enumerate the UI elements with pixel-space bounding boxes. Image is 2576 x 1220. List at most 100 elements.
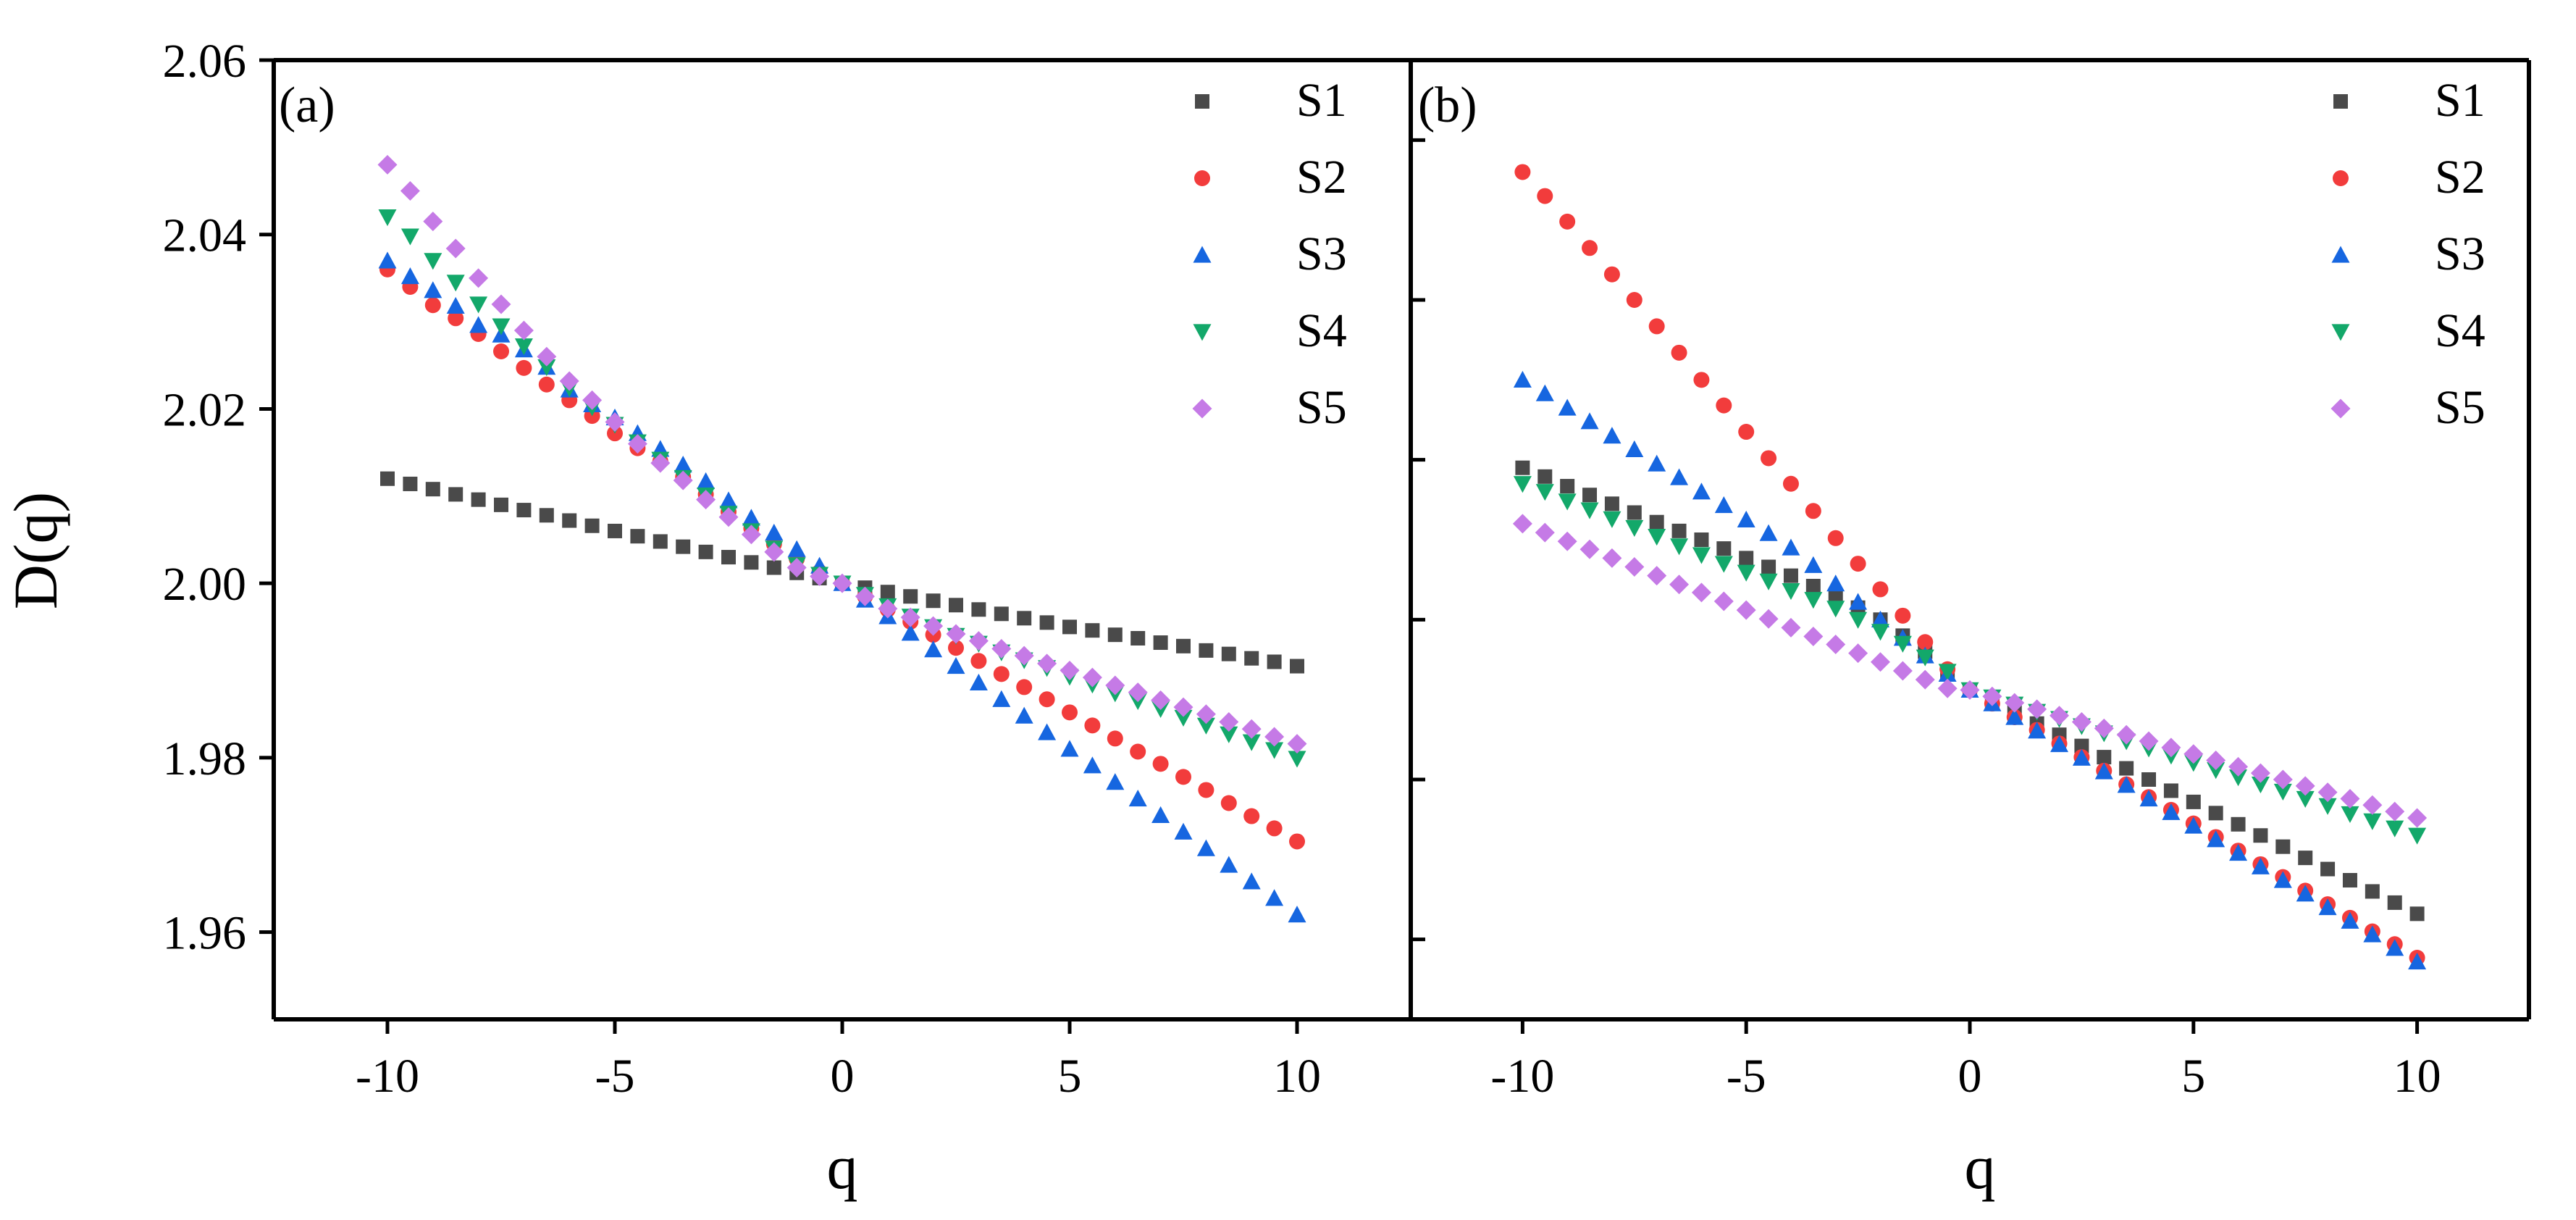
data-point xyxy=(1892,661,1913,681)
data-point xyxy=(469,268,489,288)
x-tick-label: 5 xyxy=(2181,1050,2205,1103)
data-point xyxy=(1895,607,1911,624)
data-point xyxy=(1848,643,1868,664)
data-point xyxy=(2363,925,2382,943)
data-point xyxy=(2229,844,2248,861)
data-point xyxy=(400,228,419,246)
data-point xyxy=(1671,523,1687,538)
data-point xyxy=(1781,617,1801,638)
data-point xyxy=(1782,475,1799,492)
data-point xyxy=(2296,885,2315,902)
series-s5 xyxy=(377,154,1307,754)
data-point xyxy=(1289,833,1305,850)
data-point xyxy=(1671,344,1687,361)
data-point xyxy=(2071,712,2092,732)
x-tick-label: -5 xyxy=(595,1050,635,1103)
data-point xyxy=(2207,762,2225,780)
data-point xyxy=(1537,188,1553,204)
data-point xyxy=(971,602,986,617)
data-point xyxy=(538,376,555,393)
data-point xyxy=(1512,514,1532,534)
data-point xyxy=(1128,682,1148,703)
data-point xyxy=(1128,789,1147,807)
data-point xyxy=(949,598,963,613)
data-point xyxy=(380,471,395,486)
legend-item: S3 xyxy=(2331,227,2485,280)
data-point xyxy=(378,251,397,269)
data-point xyxy=(605,412,625,433)
data-point xyxy=(2365,884,2380,899)
data-point xyxy=(2005,708,2024,725)
data-point xyxy=(1220,726,1238,743)
panel-a-label: (a) xyxy=(279,78,335,133)
data-point xyxy=(2116,724,2136,745)
data-point xyxy=(2186,794,2201,809)
data-point xyxy=(2229,769,2248,787)
data-point xyxy=(2317,782,2338,803)
series-s5 xyxy=(1512,514,2428,828)
data-point xyxy=(539,508,554,523)
data-point xyxy=(448,310,464,327)
data-point xyxy=(1670,538,1689,556)
data-point xyxy=(2386,939,2404,956)
y-axis-title: D(q) xyxy=(1,492,70,609)
data-point xyxy=(491,294,511,314)
data-point xyxy=(2408,827,2427,845)
data-point xyxy=(2094,718,2114,738)
data-point xyxy=(1515,460,1530,475)
data-point xyxy=(1151,690,1171,710)
data-point xyxy=(1037,653,1057,674)
data-point xyxy=(516,503,532,518)
data-point xyxy=(1196,717,1215,735)
data-point xyxy=(1174,822,1193,840)
x-tick-label: 5 xyxy=(1058,1050,1082,1103)
data-point xyxy=(423,212,443,232)
data-point xyxy=(1060,661,1080,681)
data-point xyxy=(2341,806,2359,823)
data-point xyxy=(1221,646,1236,661)
data-point xyxy=(377,154,398,175)
data-point xyxy=(900,607,920,627)
data-point xyxy=(1804,556,1823,573)
data-point xyxy=(1917,634,1934,651)
data-point xyxy=(1242,872,1261,890)
data-point xyxy=(1265,742,1284,759)
legend-label: S4 xyxy=(2435,304,2485,357)
data-point xyxy=(1582,240,1598,256)
data-point xyxy=(608,523,622,538)
x-tick-label: -5 xyxy=(1727,1050,1766,1103)
data-point xyxy=(1626,292,1642,308)
legend-marker xyxy=(2330,398,2351,419)
data-point xyxy=(1130,743,1146,760)
data-point xyxy=(1176,638,1191,653)
data-point xyxy=(2206,751,2226,771)
data-point xyxy=(1173,697,1193,717)
data-point xyxy=(1782,538,1800,556)
data-point xyxy=(2273,871,2292,888)
data-point xyxy=(1130,631,1146,646)
data-point xyxy=(2318,798,2337,815)
data-point xyxy=(993,666,1010,682)
data-point xyxy=(650,453,671,473)
data-point xyxy=(1152,756,1169,772)
data-point xyxy=(1580,412,1599,430)
data-point xyxy=(1062,704,1078,721)
data-point xyxy=(810,567,830,587)
data-point xyxy=(948,640,964,656)
data-point xyxy=(2342,873,2357,888)
data-point xyxy=(2386,820,2404,837)
data-point xyxy=(2139,789,2158,807)
data-point xyxy=(719,491,738,509)
data-point xyxy=(653,534,668,549)
legend-label: S3 xyxy=(1296,227,1347,280)
data-point xyxy=(832,573,852,593)
data-point xyxy=(2050,706,2070,726)
data-point xyxy=(1513,476,1532,493)
data-point xyxy=(1015,706,1033,724)
x-tick-label: -10 xyxy=(1490,1050,1554,1103)
data-point xyxy=(445,238,466,259)
data-point xyxy=(1670,468,1689,485)
y-tick-label: 1.96 xyxy=(163,907,247,960)
